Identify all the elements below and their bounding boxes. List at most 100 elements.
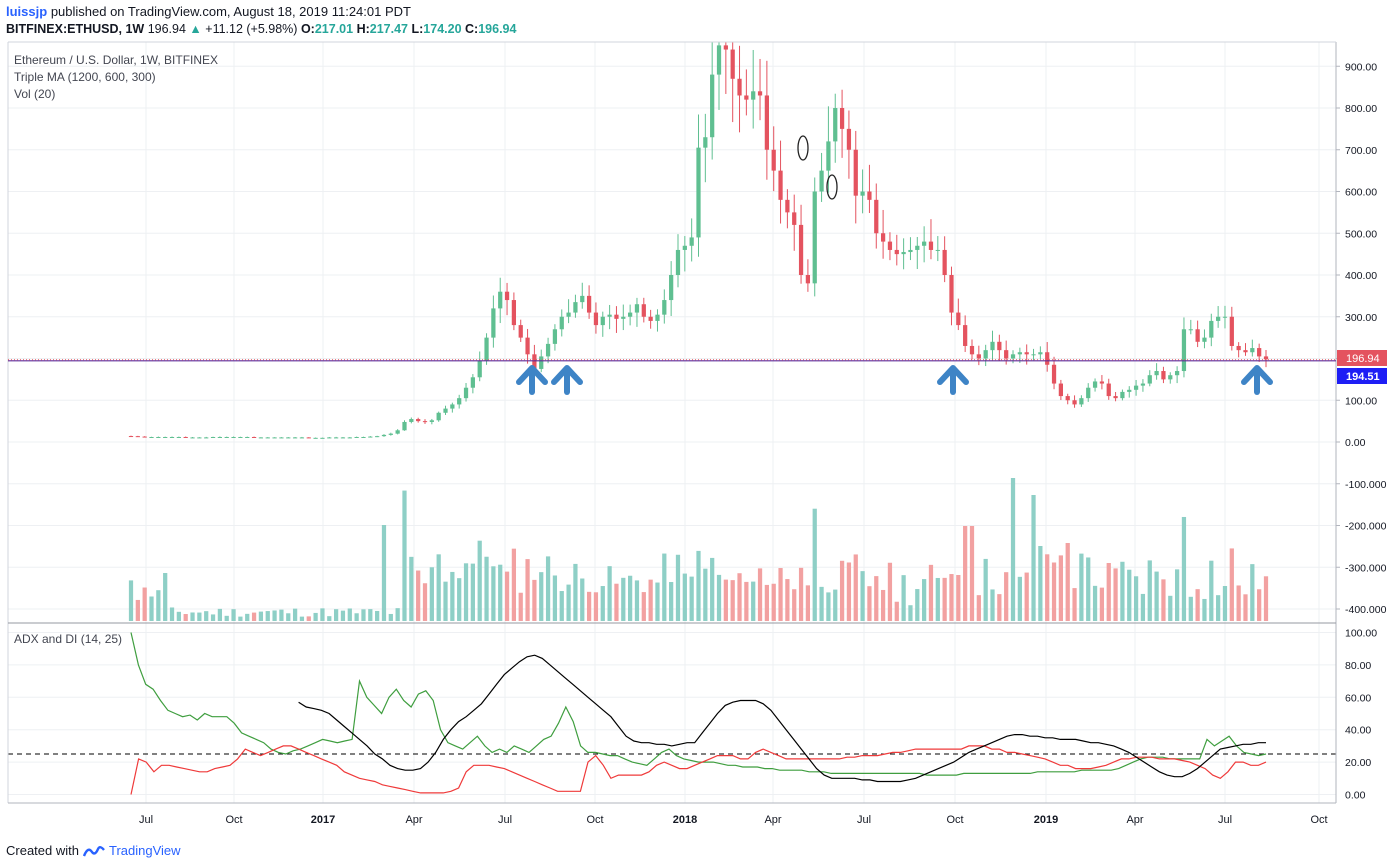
candle-body [648, 316, 653, 321]
close-label: C: [465, 22, 479, 36]
volume-bar [1058, 555, 1063, 621]
volume-bars [128, 478, 1269, 621]
author-link[interactable]: luissjp [6, 4, 48, 19]
volume-bar [491, 566, 496, 621]
adx-y-tick-label: 100.00 [1345, 628, 1377, 640]
publish-info: published on TradingView.com, August 18,… [50, 4, 411, 19]
candle-body [819, 170, 824, 192]
volume-bar [313, 612, 318, 621]
volume-bar [621, 577, 626, 621]
candle-body [265, 437, 270, 439]
candle-body [409, 419, 414, 422]
volume-bar [689, 576, 694, 621]
candle-body [299, 437, 305, 439]
x-tick-label: Apr [1126, 814, 1143, 826]
candle-body [573, 302, 578, 313]
candle-body [703, 137, 708, 148]
candle-body [566, 312, 571, 317]
footer-brand[interactable]: TradingView [108, 843, 181, 858]
volume-bar [669, 582, 674, 621]
volume-bar [1243, 594, 1248, 621]
volume-bar [785, 579, 790, 621]
volume-bar [949, 574, 954, 621]
candle-body [477, 360, 482, 378]
volume-bar [429, 567, 434, 621]
candle-body [210, 436, 216, 438]
volume-bar [416, 570, 421, 621]
volume-bar [231, 609, 236, 621]
candle-body [416, 419, 421, 422]
candle-body [231, 436, 236, 438]
volume-bar [1024, 572, 1029, 621]
volume-bar [710, 557, 715, 621]
volume-bar [798, 567, 804, 621]
candle-body [785, 199, 790, 213]
volume-bar [272, 610, 277, 621]
volume-bar [600, 586, 605, 621]
candle-body [1263, 356, 1269, 360]
volume-bar [1236, 585, 1241, 621]
volume-bar [956, 574, 961, 621]
candle-body [696, 147, 701, 238]
candle-body [682, 245, 687, 250]
y-tick-label: 600.00 [1345, 187, 1377, 199]
legend-vol: Vol (20) [14, 87, 56, 101]
candle-body [833, 108, 838, 142]
legend-adx: ADX and DI (14, 25) [14, 631, 122, 648]
candle-body [245, 436, 250, 438]
candle-body [1222, 316, 1228, 318]
legend-main: Ethereum / U.S. Dollar, 1W, BITFINEX Tri… [14, 52, 218, 103]
candle-body [1168, 375, 1173, 380]
volume-bar [867, 586, 872, 621]
volume-bar [1092, 585, 1098, 621]
volume-bar [183, 614, 188, 621]
volume-bar [156, 590, 161, 621]
candle-body [402, 421, 407, 431]
volume-bar [388, 613, 393, 621]
candle-body [484, 337, 489, 361]
candle-body [1051, 364, 1057, 384]
volume-bar [457, 578, 462, 621]
volume-bar [942, 577, 947, 621]
candle-body [969, 345, 975, 355]
volume-bar [422, 583, 428, 621]
candle-body [135, 436, 140, 438]
volume-bar [894, 601, 899, 621]
publish-line: luissjp published on TradingView.com, Au… [6, 4, 411, 20]
volume-bar [327, 616, 332, 621]
circle-mark [797, 135, 809, 161]
volume-bar [375, 610, 380, 621]
volume-bar [1072, 588, 1077, 621]
candle-body [607, 314, 612, 317]
candle-body [1120, 391, 1125, 399]
axes: 900.00 800.00 700.00 600.00 500.00 400.00 300.… [139, 61, 1387, 826]
volume-bar [607, 566, 612, 621]
candle-body [306, 437, 311, 439]
candle-body [238, 436, 243, 438]
y-tick-label: -100.000 [1345, 479, 1387, 491]
candle-body [1147, 375, 1152, 384]
volume-bar [983, 558, 988, 621]
candle-body [915, 245, 920, 250]
volume-bar [511, 548, 517, 621]
candle-body [675, 249, 681, 275]
up-arrow-icon-4 [1241, 365, 1273, 395]
volume-bar [778, 568, 783, 621]
candle-body [375, 436, 380, 438]
candle-body [1161, 371, 1166, 380]
volume-bar [655, 582, 660, 621]
adx-panel [8, 632, 1336, 795]
triangle-up-icon: ▲ [189, 22, 202, 36]
volume-bar [922, 579, 927, 621]
volume-bar [826, 592, 831, 621]
volume-bar [812, 508, 817, 621]
candle-body [771, 149, 776, 171]
x-tick-label: 2018 [673, 814, 697, 826]
price-change: +11.12 (+5.98%) [205, 22, 298, 36]
volume-bar [935, 577, 940, 621]
candle-body [662, 300, 667, 315]
candle-body [334, 437, 339, 439]
candle-body [874, 199, 879, 234]
candle-body [1004, 350, 1009, 359]
